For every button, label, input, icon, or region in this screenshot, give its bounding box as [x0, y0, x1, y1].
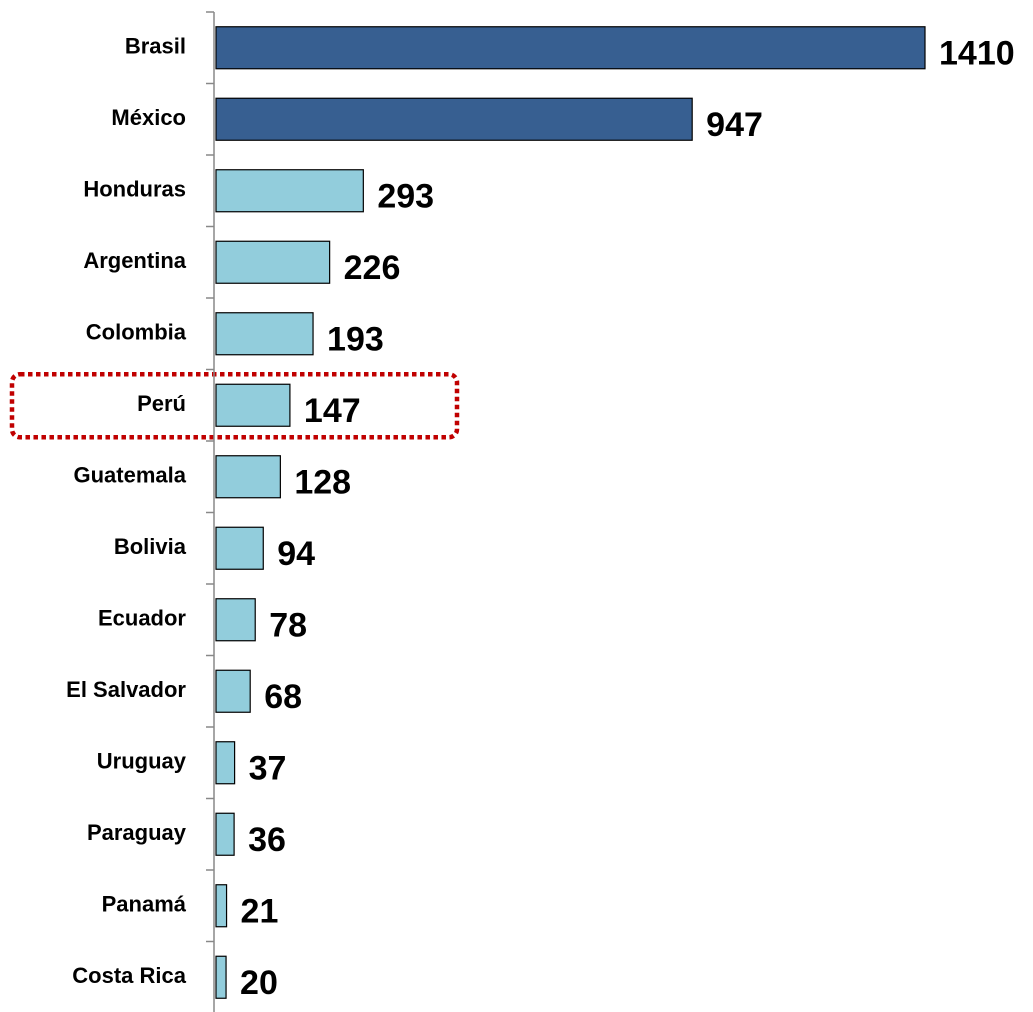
value-label: 947 — [706, 106, 763, 144]
category-label: Argentina — [83, 248, 186, 273]
highlight-box — [9, 372, 460, 440]
bar — [215, 97, 693, 141]
value-label: 226 — [344, 249, 401, 287]
bar — [215, 169, 364, 213]
bar — [215, 383, 291, 427]
bar — [215, 741, 236, 785]
value-label: 147 — [304, 392, 361, 430]
bar — [215, 669, 251, 713]
value-label: 128 — [294, 464, 351, 502]
category-label: Brasil — [125, 34, 186, 59]
value-label: 36 — [248, 821, 286, 859]
bar — [215, 812, 235, 856]
category-label: El Salvador — [66, 677, 186, 702]
value-label: 193 — [327, 321, 384, 359]
bar — [215, 955, 227, 999]
bar — [215, 240, 331, 284]
bar — [215, 884, 228, 928]
value-label: 21 — [241, 893, 279, 931]
category-label: Costa Rica — [72, 963, 186, 988]
bar — [215, 526, 264, 570]
value-label: 37 — [249, 750, 287, 788]
bar — [215, 598, 256, 642]
value-label: 1410 — [939, 35, 1015, 73]
category-label: Bolivia — [114, 534, 187, 559]
category-label: Ecuador — [98, 606, 186, 631]
bar — [215, 26, 926, 70]
category-label: Perú — [137, 391, 186, 416]
bar — [215, 312, 314, 356]
value-label: 20 — [240, 964, 278, 1002]
category-label: Colombia — [86, 320, 187, 345]
category-label: México — [111, 105, 186, 130]
bar — [215, 455, 281, 499]
value-label: 78 — [269, 607, 307, 645]
value-label: 68 — [264, 678, 302, 716]
category-label: Uruguay — [97, 749, 187, 774]
category-label: Honduras — [83, 177, 186, 202]
category-label: Guatemala — [74, 463, 187, 488]
category-label: Panamá — [102, 892, 187, 917]
value-label: 293 — [377, 178, 434, 216]
value-label: 94 — [277, 535, 315, 573]
category-label: Paraguay — [87, 820, 187, 845]
